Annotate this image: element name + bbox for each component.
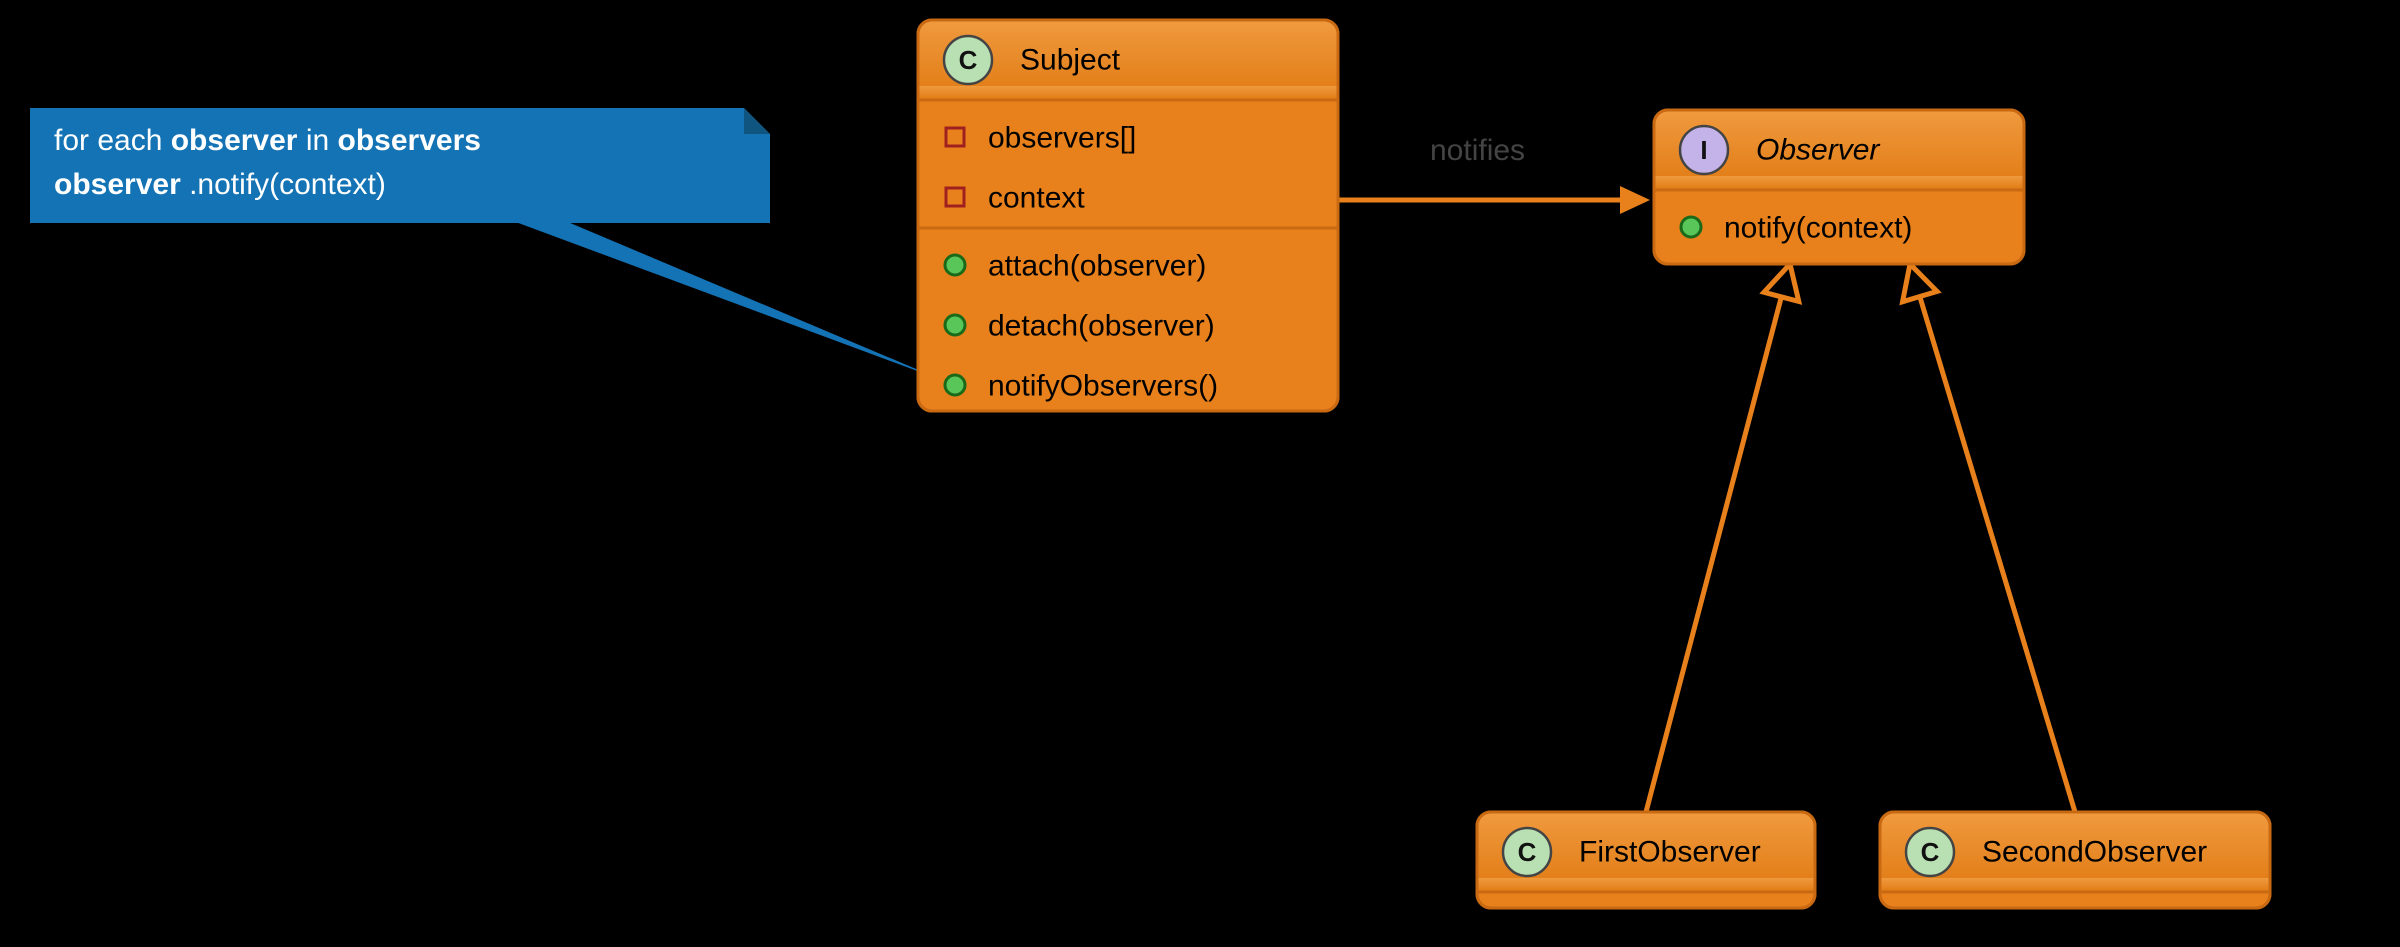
node-second: C SecondObserver <box>1880 812 2270 908</box>
diagram-canvas: notifies for each observer in observers o… <box>0 0 2400 947</box>
method-icon <box>945 315 965 335</box>
edge-notifies: notifies <box>1338 134 1650 214</box>
edge-second-impl <box>1903 264 2075 812</box>
note-line: for each observer in observers <box>54 124 481 157</box>
node-title: FirstObserver <box>1579 836 1761 869</box>
node-first: C FirstObserver <box>1477 812 1815 908</box>
note-box: for each observer in observers observer … <box>30 108 770 223</box>
method-label: detach(observer) <box>988 310 1215 343</box>
field-label: context <box>988 182 1085 215</box>
method-label: notify(context) <box>1724 212 1912 245</box>
edge-first-impl <box>1646 264 1799 812</box>
badge-letter: I <box>1700 135 1707 165</box>
edge-label: notifies <box>1430 134 1525 167</box>
badge-letter: C <box>959 45 978 75</box>
badge-letter: C <box>1518 837 1537 867</box>
badge-letter: C <box>1921 837 1940 867</box>
method-icon <box>945 375 965 395</box>
node-title: SecondObserver <box>1982 836 2207 869</box>
node-title: Subject <box>1020 44 1121 77</box>
field-label: observers[] <box>988 122 1136 155</box>
method-icon <box>1681 217 1701 237</box>
method-label: attach(observer) <box>988 250 1206 283</box>
note-line: observer .notify(context) <box>54 168 386 201</box>
method-icon <box>945 255 965 275</box>
node-subject: C Subject observers[] context attach(observe… <box>918 20 1338 411</box>
note-tail <box>518 223 947 382</box>
method-label: notifyObservers() <box>988 370 1218 403</box>
node-observer: I Observer notify(context) <box>1654 110 2024 264</box>
node-title: Observer <box>1756 134 1880 167</box>
